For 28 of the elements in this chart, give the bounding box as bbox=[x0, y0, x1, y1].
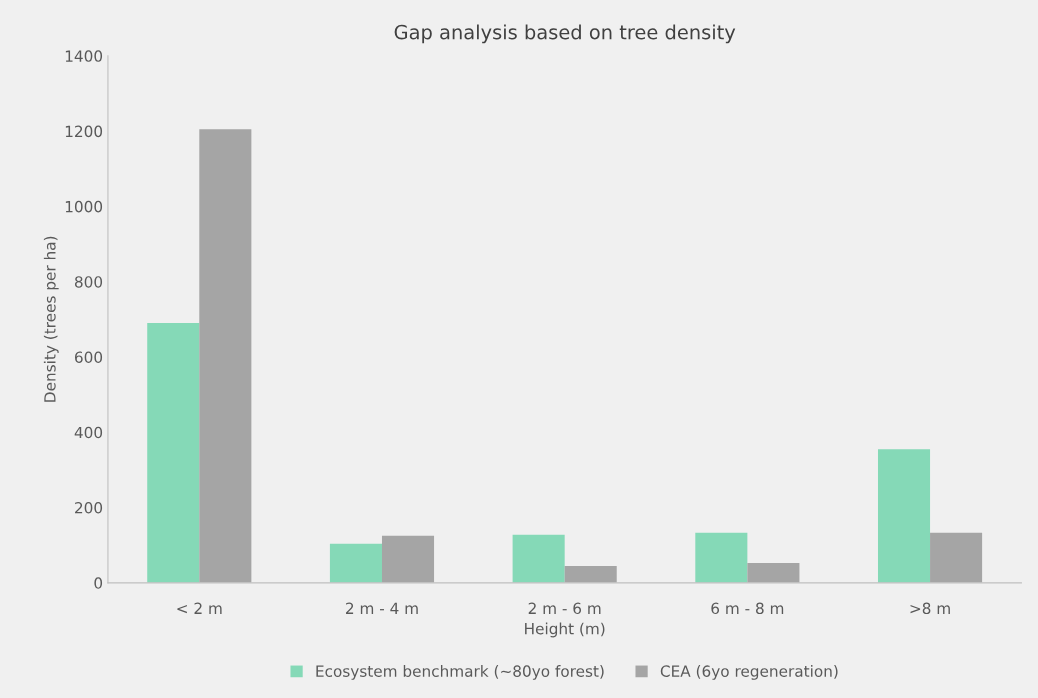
x-tick-label: 6 m - 8 m bbox=[711, 602, 784, 615]
y-axis-title: Density (trees per ha) bbox=[43, 236, 59, 402]
bar bbox=[695, 532, 748, 583]
bar bbox=[564, 565, 617, 583]
bar bbox=[747, 562, 800, 583]
bar bbox=[199, 129, 252, 583]
y-tick-label: 0 bbox=[94, 577, 103, 589]
bar bbox=[381, 535, 435, 583]
x-tick-label: 2 m - 6 m bbox=[528, 602, 601, 615]
y-tick-label: 1200 bbox=[65, 125, 103, 138]
y-tick-label: 200 bbox=[75, 502, 103, 514]
y-tick-label: 1400 bbox=[65, 50, 103, 62]
x-axis-title: Height (m) bbox=[525, 622, 605, 638]
x-tick-label: < 2 m bbox=[177, 602, 222, 614]
x-tick-label: >8 m bbox=[910, 602, 950, 615]
legend-label: CEA (6yo regeneration) bbox=[660, 665, 838, 680]
bar bbox=[512, 534, 565, 583]
bar bbox=[877, 449, 931, 583]
y-tick-label: 600 bbox=[75, 351, 103, 363]
bar bbox=[147, 323, 200, 583]
y-tick-label: 1000 bbox=[65, 200, 103, 213]
x-tick-label: 2 m - 4 m bbox=[346, 602, 418, 614]
chart-title: Gap analysis based on tree density bbox=[394, 24, 736, 44]
y-tick-label: 800 bbox=[74, 276, 103, 288]
legend-label: Ecosystem benchmark (~80yo forest) bbox=[316, 665, 604, 680]
bar bbox=[329, 543, 382, 583]
y-tick-label: 400 bbox=[74, 426, 103, 439]
bar bbox=[930, 532, 983, 583]
